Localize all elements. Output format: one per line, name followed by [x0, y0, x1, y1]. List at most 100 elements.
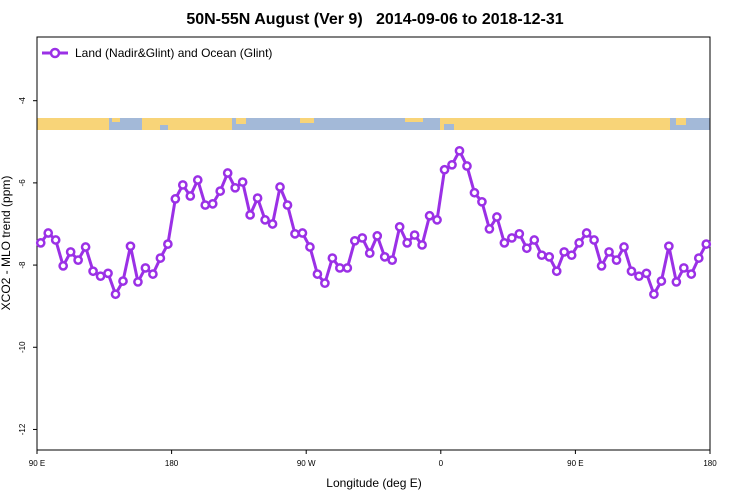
data-point [73, 255, 83, 265]
x-tick-label: 0 [439, 459, 444, 468]
x-axis-label: Longitude (deg E) [326, 476, 421, 490]
y-tick-label: -10 [18, 341, 27, 353]
data-point [297, 228, 308, 238]
data-point [566, 250, 577, 261]
data-point [177, 180, 188, 190]
data-point [514, 228, 525, 239]
data-point [671, 277, 682, 287]
data-point [230, 182, 241, 193]
data-point [88, 266, 98, 277]
data-point [312, 269, 323, 279]
data-point [492, 212, 502, 222]
data-point [649, 289, 659, 300]
data-point [170, 194, 181, 204]
data-point [664, 241, 674, 252]
data-point [469, 187, 480, 198]
data-point [611, 255, 622, 265]
data-point [349, 235, 360, 246]
data-point [394, 222, 405, 232]
data-point [140, 263, 151, 273]
data-point [207, 198, 218, 209]
data-point [619, 242, 629, 252]
data-point [103, 268, 113, 279]
data-point [192, 175, 203, 185]
data-point [200, 200, 211, 210]
data-point [290, 228, 300, 239]
data-point [641, 268, 652, 279]
data-point [275, 182, 285, 192]
data-point [357, 233, 368, 243]
data-point [133, 277, 143, 287]
x-tick-label: 90 E [29, 459, 45, 468]
data-point [454, 145, 465, 156]
x-tick-label: 90 W [297, 459, 316, 468]
data-point [447, 159, 457, 170]
data-point [701, 239, 712, 249]
data-point [402, 238, 412, 248]
land-ocean-strip [37, 118, 710, 130]
data-point [439, 164, 450, 175]
data-point [626, 266, 637, 277]
data-point [222, 168, 233, 178]
data-point [125, 241, 136, 252]
data-point [693, 253, 704, 263]
data-point [678, 263, 689, 273]
data-point [245, 210, 255, 220]
data-point [305, 242, 315, 252]
data-point [462, 161, 472, 171]
data-point [544, 252, 555, 262]
chart-title: 50N-55N August (Ver 9) 2014-09-06 to 201… [186, 11, 563, 28]
data-point [372, 231, 383, 241]
data-point [574, 238, 584, 248]
data-point [260, 215, 270, 225]
data-point [364, 248, 375, 259]
y-tick-label: -6 [18, 179, 27, 187]
data-point [335, 263, 345, 273]
data-point [499, 238, 510, 248]
data-point [43, 228, 54, 238]
data-point [185, 191, 196, 201]
data-point [581, 228, 592, 238]
data-point [529, 235, 540, 245]
data-point [155, 253, 166, 263]
data-point [215, 186, 226, 196]
legend-marker [49, 47, 61, 59]
data-point [409, 230, 420, 240]
data-point [50, 235, 61, 245]
data-point [686, 269, 697, 279]
data-point [634, 271, 644, 282]
data-point [163, 239, 173, 249]
data-point [342, 263, 353, 273]
data-point [506, 233, 517, 243]
data-point [551, 266, 562, 277]
data-point [110, 289, 121, 300]
data-point [379, 252, 390, 262]
legend: Land (Nadir&Glint) and Ocean (Glint) [42, 46, 272, 60]
data-point [604, 247, 614, 257]
data-point [477, 196, 487, 207]
data-point [484, 224, 495, 234]
y-axis-label: XCO2 - MLO trend (ppm) [0, 176, 13, 311]
data-point [417, 240, 427, 250]
data-point [656, 276, 667, 286]
x-tick-label: 90 E [567, 459, 583, 468]
x-tick-label: 180 [703, 459, 717, 468]
data-point [35, 238, 46, 248]
y-tick-label: -12 [18, 423, 27, 435]
data-point [148, 269, 158, 279]
data-point [282, 200, 293, 210]
data-point [596, 261, 607, 271]
data-point [95, 271, 106, 282]
legend-label: Land (Nadir&Glint) and Ocean (Glint) [75, 46, 272, 60]
data-point [327, 253, 338, 263]
data-point [65, 247, 76, 257]
y-tick-label: -8 [18, 261, 27, 269]
data-point [320, 278, 330, 289]
series-line [39, 149, 708, 296]
data-point [432, 215, 442, 225]
data-point [559, 247, 570, 257]
data-point [521, 243, 532, 254]
data-point [387, 255, 398, 265]
data-point [252, 193, 263, 203]
